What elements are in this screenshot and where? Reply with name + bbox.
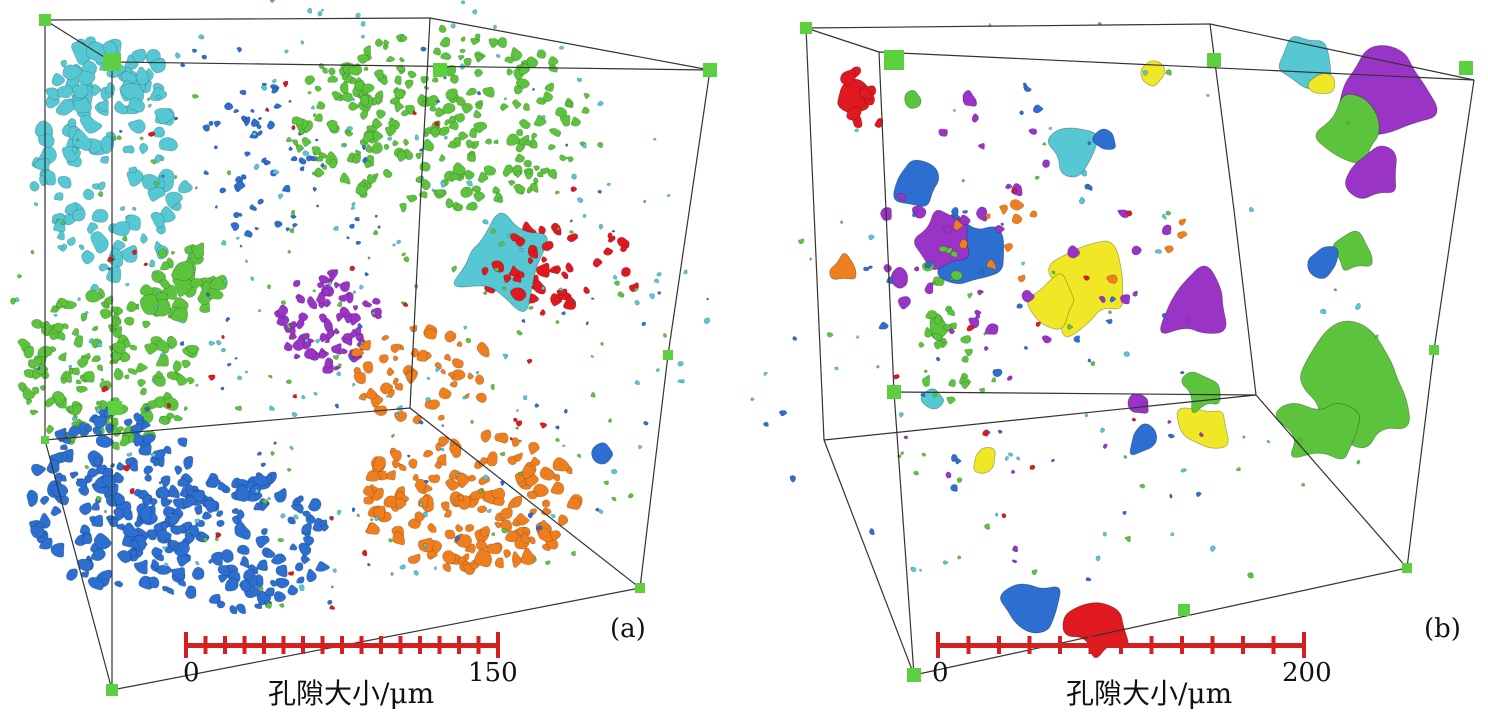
- scale-start-a: 0: [183, 658, 200, 688]
- pore-body: [1181, 371, 1221, 414]
- scale-ticks: [184, 632, 500, 658]
- scale-unit-b: 孔隙大小/μm: [1066, 677, 1233, 710]
- pore-body: [893, 159, 940, 207]
- pore-cluster: [291, 24, 590, 213]
- pore-body: [1127, 393, 1149, 414]
- panel-label-a: (a): [610, 614, 646, 644]
- pore-body: [1307, 246, 1339, 280]
- bounding-box-edges: [44, 17, 711, 691]
- pore-body: [1160, 265, 1227, 334]
- pore-cluster: [363, 429, 583, 576]
- pore-cluster: [273, 268, 383, 374]
- pore-cluster: [763, 268, 1202, 582]
- pore-cluster: [918, 245, 973, 405]
- pore-cluster: [202, 82, 318, 238]
- pore-cluster: [798, 22, 1379, 579]
- box-corner-markers: [800, 22, 1473, 682]
- pore-cluster: [37, 46, 709, 605]
- pore-body: [973, 447, 996, 474]
- pore-cluster: [880, 113, 1172, 344]
- pore-cluster: [840, 66, 884, 129]
- scale-bar-b: [936, 632, 1306, 658]
- pore-body: [1000, 583, 1061, 634]
- pore-body: [890, 266, 909, 289]
- pore-cluster: [863, 82, 1093, 378]
- pore-body: [920, 388, 944, 410]
- scale-end-a: 150: [468, 658, 518, 688]
- pore-cluster: [350, 324, 490, 425]
- pore-cluster: [893, 188, 1137, 519]
- pore-cluster: [10, 0, 667, 609]
- pore-body: [1129, 423, 1158, 456]
- pore-body: [1047, 127, 1099, 178]
- pore-body: [1332, 230, 1373, 271]
- pore-cluster: [14, 0, 711, 592]
- pore-body: [1092, 128, 1116, 150]
- scale-start-b: 0: [932, 658, 949, 688]
- pore-body: [1140, 60, 1166, 87]
- pore-body: [1176, 407, 1229, 449]
- scale-ticks: [936, 632, 1306, 658]
- pore-body: [591, 442, 614, 465]
- box-corner-markers: [39, 14, 717, 696]
- pore-body: [904, 90, 922, 109]
- panel-a: 0 150 孔隙大小/μm (a): [10, 0, 717, 710]
- panel-label-b: (b): [1424, 614, 1461, 644]
- pore-cluster: [903, 289, 1204, 564]
- bounding-box-edges: [805, 23, 1475, 676]
- pore-cluster: [101, 81, 578, 610]
- pore-body: [1345, 145, 1397, 199]
- scale-bar-a: [184, 632, 500, 658]
- pore-body: [1307, 73, 1336, 94]
- scale-unit-a: 孔隙大小/μm: [268, 677, 435, 710]
- pore-body: [1275, 403, 1361, 460]
- pore-cluster: [139, 242, 228, 324]
- pore-cluster: [481, 233, 562, 302]
- pore-cluster: [122, 471, 330, 615]
- pore-3d-render-a: [10, 0, 717, 696]
- pore-body: [829, 252, 857, 280]
- scale-end-b: 200: [1282, 658, 1332, 688]
- panel-b: 0 200 孔隙大小/μm (b): [744, 0, 1488, 715]
- pore-3d-render-b: [750, 22, 1475, 682]
- pore-cluster: [953, 199, 1188, 284]
- pore-body: [962, 89, 978, 107]
